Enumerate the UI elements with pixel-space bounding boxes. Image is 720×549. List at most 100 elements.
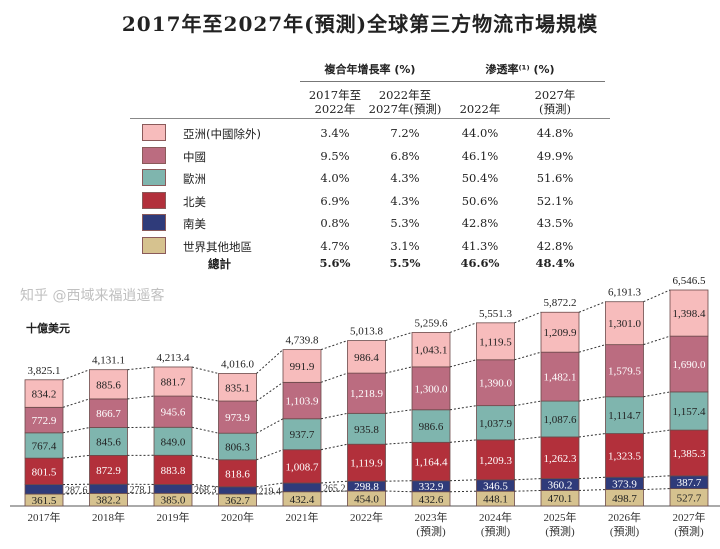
data-label: 935.8 [354, 424, 379, 436]
bar-segment [282, 381, 322, 420]
data-label: 432.4 [290, 494, 315, 506]
connector-line [256, 418, 284, 434]
column-header: 2027年 (預測) [534, 88, 576, 116]
x-tick-label: 2018年 [92, 510, 125, 524]
bar-segment [153, 484, 193, 494]
connector-line [643, 429, 671, 435]
data-label: 1,323.5 [608, 450, 642, 462]
data-label: 1,209.3 [479, 455, 513, 467]
legend-swatch [142, 146, 166, 164]
data-label: 845.6 [96, 436, 121, 448]
total-label: 5,872.2 [544, 297, 577, 309]
data-label: 1,218.9 [350, 388, 384, 400]
total-cell: 46.6% [460, 256, 500, 270]
data-label: 1,119.5 [479, 336, 512, 348]
connector-line [578, 396, 606, 402]
table-cell: 41.3% [461, 238, 499, 253]
legend-label: 南美 [183, 217, 206, 231]
legend-label: 中國 [183, 149, 206, 164]
connector-line [256, 349, 284, 374]
data-label: 849.0 [161, 436, 186, 448]
bar-segment [282, 482, 322, 493]
bar-segment [153, 366, 193, 397]
data-label: 346.5 [483, 480, 508, 492]
table-cell: 6.8% [390, 148, 420, 163]
connector-line [385, 441, 413, 445]
data-label: 265.2 [323, 483, 346, 494]
table-cell: 4.3% [390, 193, 420, 208]
bar-segment [347, 340, 386, 374]
table-cell: 50.6% [461, 193, 499, 208]
table-cell: 49.9% [536, 148, 574, 163]
connector-line [643, 391, 671, 398]
data-label: 360.2 [548, 480, 573, 492]
bar-segment [411, 409, 451, 443]
data-label: 1,043.1 [415, 345, 448, 357]
connector-line [62, 492, 90, 495]
data-label: 885.6 [96, 379, 121, 391]
data-label: 1,579.5 [608, 366, 642, 378]
data-label: 834.2 [32, 389, 57, 401]
unit-label: 十億美元 [26, 322, 70, 335]
column-header: 2017年至 2022年 [308, 88, 362, 116]
connector-line [449, 322, 477, 333]
table-cell: 44.0% [461, 126, 499, 140]
data-label: 1,301.0 [608, 318, 642, 330]
x-tick-label: 2021年 [286, 510, 319, 524]
bar-segment [411, 332, 451, 368]
total-label: 5,013.8 [350, 326, 384, 338]
data-label: 361.5 [32, 495, 57, 507]
x-tick-label: (預測) [416, 524, 446, 538]
connector-line [256, 482, 284, 488]
bar-segment [540, 311, 580, 353]
x-tick-label: 2023年 [415, 510, 448, 524]
connector-line [320, 443, 348, 451]
connector-line [514, 478, 542, 481]
connector-line [385, 331, 413, 342]
table-cell: 46.1% [461, 148, 499, 163]
total-label: 6,546.5 [673, 275, 707, 287]
total-label: 4,213.4 [157, 352, 191, 364]
bar-segment [89, 483, 128, 494]
data-label: 1,114.7 [608, 410, 641, 422]
connector-line [62, 369, 90, 381]
data-label: 1,103.9 [286, 396, 320, 408]
bar-segment [218, 400, 257, 434]
bar-segment [411, 366, 451, 411]
connector-line [578, 301, 606, 313]
legend-label: 世界其他地區 [183, 239, 252, 254]
data-label: 818.6 [225, 468, 250, 480]
connector-line [514, 351, 542, 361]
data-label: 470.1 [548, 493, 573, 505]
data-label: 527.7 [677, 492, 702, 504]
bar-segment [218, 486, 257, 495]
bar-segment [476, 405, 515, 441]
total-label: 總計 [208, 257, 231, 271]
connector-line [320, 490, 348, 493]
table-cell: 42.8% [536, 238, 574, 253]
bar-segment [218, 432, 257, 461]
connector-line [449, 490, 477, 493]
data-label: 973.9 [225, 412, 250, 424]
legend-swatch [142, 124, 166, 141]
connector-line [514, 311, 542, 324]
legend-swatch [142, 214, 166, 231]
table-cell: 4.0% [320, 171, 350, 185]
total-label: 3,825.1 [28, 365, 61, 377]
total-label: 5,551.3 [479, 308, 513, 320]
table-cell: 3.4% [320, 126, 350, 140]
x-tick-label: (預測) [481, 524, 511, 538]
bar-segment [605, 301, 644, 346]
connector-line [643, 475, 671, 478]
connector-line [449, 405, 477, 411]
connector-line [514, 489, 542, 492]
total-label: 4,131.1 [92, 355, 125, 367]
data-label: 268.3 [194, 485, 217, 496]
total-label: 4,016.0 [221, 358, 255, 370]
table-cell: 9.5% [320, 148, 350, 163]
data-label: 298.8 [354, 481, 379, 493]
column-header: 2022年 [459, 102, 501, 116]
data-label: 1,690.0 [673, 359, 707, 371]
table-divider [130, 118, 610, 119]
x-tick-label: 2022年 [350, 510, 383, 524]
